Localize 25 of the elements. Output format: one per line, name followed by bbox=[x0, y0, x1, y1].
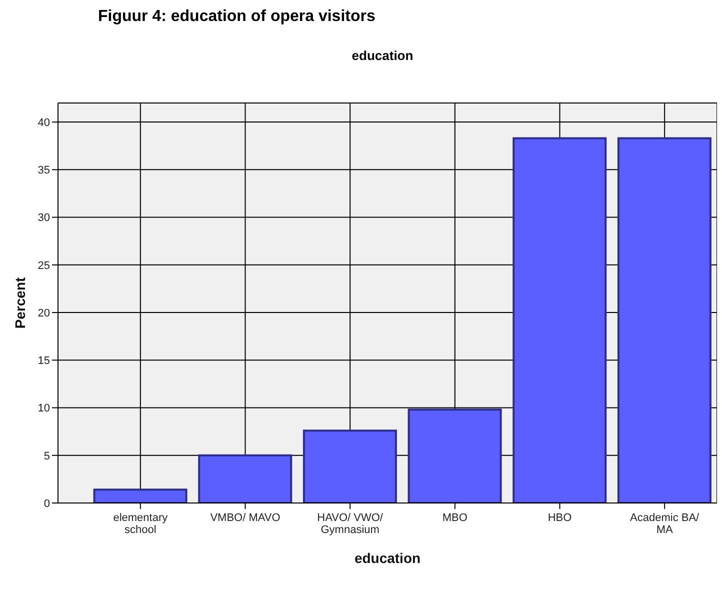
y-tick-label: 0 bbox=[44, 498, 50, 510]
x-tick-label: HAVO/ VWO/ Gymnasium bbox=[317, 512, 384, 536]
x-tick-label: Academic BA/ MA bbox=[630, 512, 700, 536]
y-tick-label: 30 bbox=[38, 212, 50, 224]
x-tick-label: MBO bbox=[442, 512, 468, 524]
bar bbox=[617, 137, 712, 503]
y-tick-label: 40 bbox=[38, 116, 50, 129]
chart-title: Figuur 4: education of opera visitors bbox=[98, 8, 376, 27]
x-tick-label: elementary school bbox=[113, 512, 168, 536]
bar bbox=[93, 488, 188, 503]
x-tick-label: HBO bbox=[548, 512, 572, 524]
y-tick-label: 25 bbox=[38, 260, 50, 272]
y-tick-label: 10 bbox=[38, 402, 50, 415]
bar bbox=[408, 408, 502, 503]
y-tick-label: 20 bbox=[38, 307, 50, 320]
y-tick-label: 15 bbox=[38, 355, 50, 368]
y-tick-label: 5 bbox=[44, 450, 50, 462]
bar bbox=[198, 454, 292, 503]
x-tick-label: VMBO/ MAVO bbox=[210, 512, 281, 524]
y-axis-title: Percent bbox=[12, 276, 28, 329]
y-tick-label: 35 bbox=[38, 164, 50, 177]
bar bbox=[302, 430, 397, 503]
chart-subtitle: education bbox=[350, 48, 414, 65]
x-axis-title: education bbox=[354, 550, 421, 566]
bar bbox=[512, 137, 607, 503]
